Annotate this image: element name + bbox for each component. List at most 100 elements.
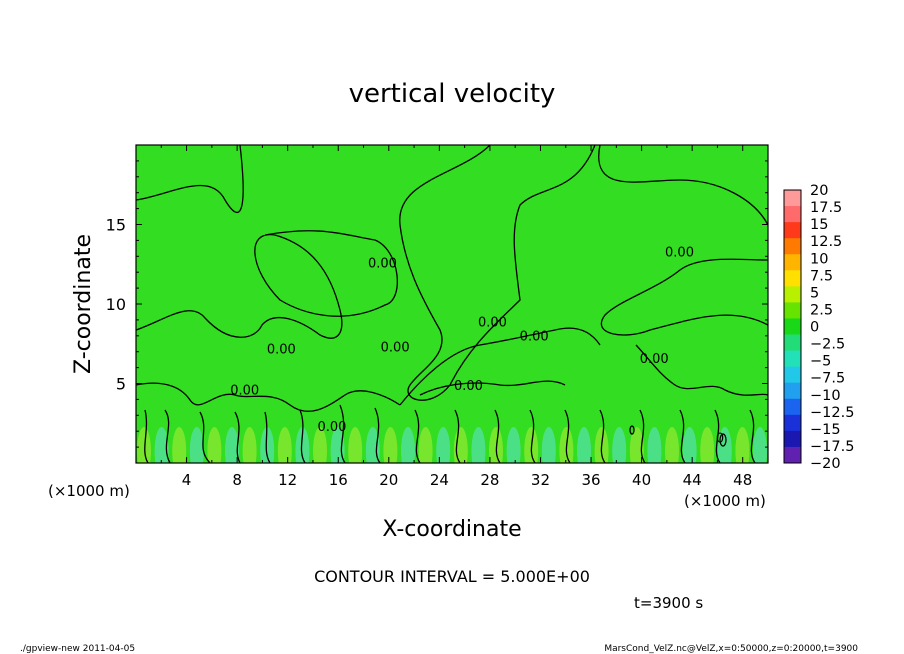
downdraft-cell [541,427,556,463]
updraft-cell [313,427,327,463]
colorbar-label: 5 [810,285,819,301]
colorbar-label: 0 [810,320,819,336]
colorbar-label: −7.5 [810,371,845,387]
y-tick-label: 15 [106,216,126,235]
contour-line [399,145,596,401]
x-tick-label: 12 [278,471,297,489]
contour-line [399,327,601,406]
colorbar-swatch [784,446,801,464]
contour-line [635,344,768,396]
colorbar-swatch [784,286,801,303]
downdraft-cell [647,427,662,463]
downdraft-cell [225,427,239,463]
updraft-cell [383,427,398,463]
contour-lines [136,145,768,463]
contour-line [600,258,768,336]
x-unit-left: (×1000 m) [48,482,130,500]
colorbar-swatch [784,302,801,319]
colorbar-swatch [784,254,801,271]
x-tick-label: 44 [683,471,702,489]
colorbar-swatch [784,366,801,384]
downdraft-cell [682,427,697,463]
colorbar-label: −17.5 [810,439,854,455]
colorbar-label: 10 [810,251,828,267]
x-tick-label: 36 [581,471,600,489]
downdraft-cell [436,427,451,463]
updraft-cell [418,427,433,463]
chart-title: vertical velocity [349,79,556,109]
colorbar-swatch [784,398,801,416]
colorbar-swatch [784,382,801,400]
x-axis-label: X-coordinate [382,517,521,542]
footer-left: ./gpview-new 2011-04-05 [20,644,135,654]
downdraft-cell [260,427,275,463]
updraft-cell [172,427,187,463]
colorbar-swatch [784,414,801,432]
colorbar-label: 17.5 [810,200,842,216]
contour-line [598,145,768,226]
colorbar-label: −2.5 [810,337,845,353]
colorbar-label: 12.5 [810,234,842,250]
contour-label: 0 [716,431,724,446]
contour-label: 0.00 [368,256,397,271]
colorbar-label: 2.5 [810,302,833,318]
contour-label: 0.00 [454,379,483,394]
x-tick-label: 32 [531,471,550,489]
downdraft-cell [753,427,767,463]
x-tick-label: 4 [182,471,192,489]
contour-line [144,404,756,463]
y-axis-label: Z-coordinate [71,234,96,374]
x-tick-label: 28 [480,471,499,489]
colorbar-swatch [784,430,801,448]
contour-line [629,425,635,435]
contour-line [136,382,401,412]
x-tick-label: 24 [430,471,449,489]
contour-label: 0.00 [317,420,346,435]
updraft-cell [700,427,715,463]
colorbar-swatch [784,350,801,368]
y-tick-label: 5 [116,375,126,394]
field-background [136,145,768,463]
downdraft-cell [577,427,591,463]
colorbar-swatch [784,206,801,223]
downdraft-cell [401,427,415,463]
updraft-cell [735,427,750,463]
downdraft-cell [506,427,521,463]
colorbar-label: −12.5 [810,405,854,421]
colorbar-label: −10 [810,388,841,404]
contour-label: 0.00 [267,342,296,357]
contour-labels: 0.00 0.00 0.00 0.00 0.00 0.00 0.00 0.00 0.00 0.00… [230,245,724,446]
downdraft-cell [295,427,310,463]
colorbar-frame [783,189,802,464]
updraft-cell [242,427,257,463]
x-unit-right: (×1000 m) [684,492,766,510]
contour-label: 0.00 [381,341,410,356]
updraft-cell [665,427,679,463]
updraft-cell [489,427,503,463]
velocity-field [136,145,768,463]
colorbar-swatch [784,190,801,207]
contour-line [136,145,244,213]
contour-label: 0.00 [478,315,507,330]
y-axis-ticks: 5 10 15 [106,160,768,448]
downdraft-cell [471,427,486,463]
contour-interval-text: CONTOUR INTERVAL = 5.000E+00 [314,567,590,586]
contour-label: 0.00 [520,330,549,345]
x-tick-label: 20 [379,471,398,489]
colorbar-label: −20 [810,456,841,472]
colorbar-swatch [784,334,801,351]
x-axis-ticks: 4 8 12 16 20 24 28 32 36 40 44 48 [160,145,752,489]
x-tick-label: 8 [232,471,242,489]
x-tick-label: 16 [329,471,348,489]
colorbar-label: −15 [810,422,841,438]
updraft-cell [207,427,222,463]
colorbar-label: 15 [810,217,828,233]
updraft-cell [277,427,292,463]
colorbar-label: −5 [810,354,831,370]
colorbar-label: 7.5 [810,268,833,284]
colorbar-swatch [784,238,801,255]
x-tick-label: 40 [632,471,651,489]
contour-line [719,433,727,447]
downdraft-cell [612,427,627,463]
